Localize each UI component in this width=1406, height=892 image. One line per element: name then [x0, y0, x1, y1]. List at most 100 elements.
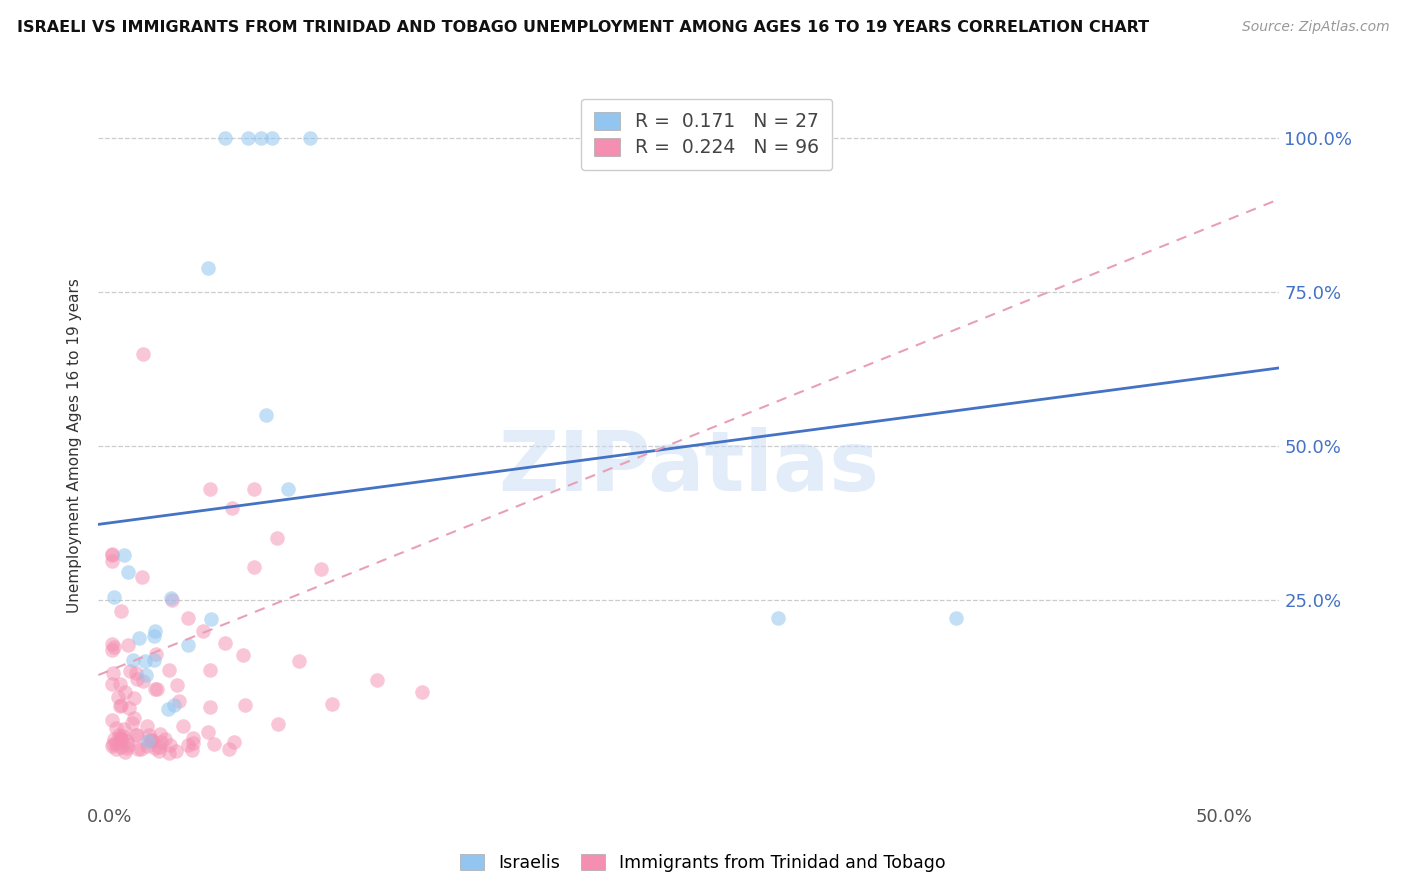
Point	[200, 612, 222, 626]
Point	[159, 663, 181, 677]
Point	[232, 648, 254, 662]
Point	[172, 719, 194, 733]
Point	[160, 591, 183, 605]
Point	[110, 739, 132, 754]
Text: ZIPatlas: ZIPatlas	[499, 427, 879, 508]
Point	[120, 664, 142, 678]
Point	[110, 698, 132, 713]
Point	[101, 554, 124, 568]
Point	[138, 734, 160, 748]
Point	[134, 654, 156, 668]
Point	[176, 611, 198, 625]
Point	[266, 531, 288, 545]
Point	[198, 700, 221, 714]
Point	[145, 648, 167, 662]
Point	[122, 691, 145, 706]
Y-axis label: Unemployment Among Ages 16 to 19 years: Unemployment Among Ages 16 to 19 years	[67, 278, 83, 614]
Text: Source: ZipAtlas.com: Source: ZipAtlas.com	[1241, 20, 1389, 34]
Point	[122, 653, 145, 667]
Point	[101, 677, 124, 691]
Point	[122, 711, 145, 725]
Point	[243, 482, 266, 496]
Point	[110, 731, 132, 746]
Point	[277, 482, 299, 496]
Point	[139, 733, 162, 747]
Point	[118, 701, 141, 715]
Point	[103, 640, 125, 655]
Point	[166, 678, 188, 692]
Point	[149, 735, 172, 749]
Point	[138, 734, 160, 748]
Point	[117, 734, 139, 748]
Point	[114, 745, 136, 759]
Point	[110, 698, 132, 712]
Point	[202, 738, 225, 752]
Point	[107, 690, 129, 704]
Point	[191, 624, 214, 638]
Point	[177, 638, 200, 652]
Point	[159, 738, 181, 752]
Point	[125, 672, 148, 686]
Point	[233, 698, 256, 712]
Point	[221, 500, 243, 515]
Point	[131, 570, 153, 584]
Point	[766, 131, 789, 145]
Point	[112, 549, 135, 563]
Point	[288, 654, 311, 668]
Point	[148, 727, 170, 741]
Point	[115, 741, 138, 756]
Point	[101, 548, 124, 562]
Point	[243, 560, 266, 574]
Point	[214, 636, 236, 650]
Point	[214, 131, 236, 145]
Point	[135, 668, 157, 682]
Point	[143, 629, 166, 643]
Point	[114, 685, 136, 699]
Point	[250, 131, 273, 145]
Point	[163, 698, 186, 713]
Point	[411, 685, 433, 699]
Point	[110, 731, 132, 746]
Point	[101, 713, 124, 727]
Point	[127, 742, 149, 756]
Point	[148, 744, 170, 758]
Point	[143, 740, 166, 755]
Point	[143, 652, 166, 666]
Point	[224, 735, 246, 749]
Text: ISRAELI VS IMMIGRANTS FROM TRINIDAD AND TOBAGO UNEMPLOYMENT AMONG AGES 16 TO 19 : ISRAELI VS IMMIGRANTS FROM TRINIDAD AND …	[17, 20, 1149, 35]
Legend: Israelis, Immigrants from Trinidad and Tobago: Israelis, Immigrants from Trinidad and T…	[453, 847, 953, 879]
Point	[125, 665, 148, 680]
Point	[121, 715, 143, 730]
Point	[108, 728, 131, 742]
Point	[117, 638, 139, 652]
Point	[143, 681, 166, 696]
Point	[117, 738, 139, 752]
Legend: R =  0.171   N = 27, R =  0.224   N = 96: R = 0.171 N = 27, R = 0.224 N = 96	[581, 99, 832, 170]
Point	[153, 731, 176, 746]
Point	[131, 741, 153, 756]
Point	[262, 131, 284, 145]
Point	[236, 131, 259, 145]
Point	[138, 728, 160, 742]
Point	[108, 677, 131, 691]
Point	[160, 592, 183, 607]
Point	[117, 565, 139, 579]
Point	[766, 611, 789, 625]
Point	[101, 666, 124, 681]
Point	[127, 728, 149, 742]
Point	[267, 717, 290, 731]
Point	[156, 701, 179, 715]
Point	[112, 723, 135, 737]
Point	[181, 736, 204, 750]
Point	[218, 741, 240, 756]
Point	[103, 590, 125, 604]
Point	[143, 624, 166, 638]
Point	[128, 631, 150, 645]
Point	[125, 728, 148, 742]
Point	[101, 547, 124, 561]
Point	[148, 740, 170, 755]
Point	[165, 743, 187, 757]
Point	[197, 725, 219, 739]
Point	[146, 681, 169, 696]
Point	[132, 674, 155, 689]
